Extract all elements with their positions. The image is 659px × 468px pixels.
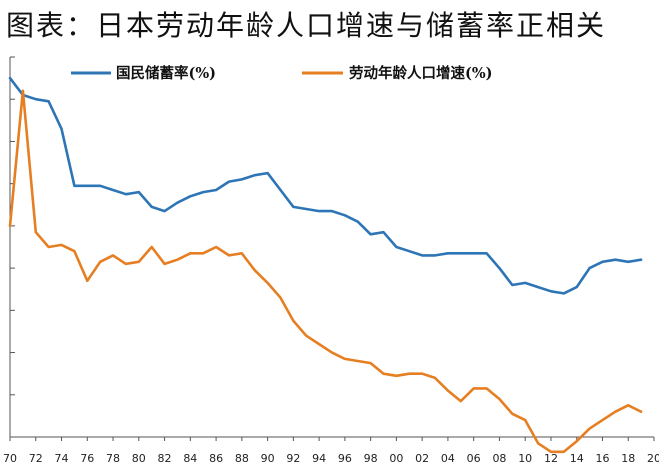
x-tick-label: 14 xyxy=(570,452,584,465)
legend: 国民储蓄率(%) 劳动年龄人口增速(%) xyxy=(71,64,493,82)
x-tick-label: 72 xyxy=(29,452,43,465)
x-tick-label: 00 xyxy=(389,452,403,465)
x-tick-label: 80 xyxy=(132,452,146,465)
x-tick-label: 18 xyxy=(621,452,635,465)
x-tick-label: 10 xyxy=(518,452,532,465)
chart-title: 图表：日本劳动年龄人口增速与储蓄率正相关 xyxy=(6,9,607,42)
x-tick-label: 84 xyxy=(183,452,197,465)
x-tick-label: 82 xyxy=(158,452,172,465)
x-tick-label: 78 xyxy=(106,452,120,465)
series-layer xyxy=(8,76,643,454)
x-tick-label: 08 xyxy=(492,452,506,465)
x-tick-label: 12 xyxy=(544,452,558,465)
legend-label-1: 国民储蓄率(%) xyxy=(116,64,216,82)
x-ticks: 70 72 74 76 78 80 82 84 86 88 90 92 94 96 98 00 02 04 06 08… xyxy=(3,437,659,465)
series-line-1 xyxy=(8,76,643,295)
x-tick-label: 70 xyxy=(3,452,17,465)
x-tick-label: 04 xyxy=(441,452,455,465)
x-tick-label: 20 xyxy=(647,452,659,465)
x-tick-label: 92 xyxy=(286,452,300,465)
legend-label-2: 劳动年龄人口增速(%) xyxy=(349,64,493,82)
x-tick-label: 88 xyxy=(235,452,249,465)
x-tick-label: 94 xyxy=(312,452,326,465)
x-tick-label: 74 xyxy=(55,452,69,465)
x-tick-label: 86 xyxy=(209,452,223,465)
x-tick-label: 90 xyxy=(261,452,275,465)
x-tick-label: 16 xyxy=(595,452,609,465)
series-line-2 xyxy=(8,89,643,454)
x-tick-label: 76 xyxy=(80,452,94,465)
x-tick-label: 02 xyxy=(415,452,429,465)
x-tick-label: 96 xyxy=(338,452,352,465)
y-ticks xyxy=(10,56,15,396)
x-tick-label: 06 xyxy=(467,452,481,465)
x-tick-label: 98 xyxy=(364,452,378,465)
